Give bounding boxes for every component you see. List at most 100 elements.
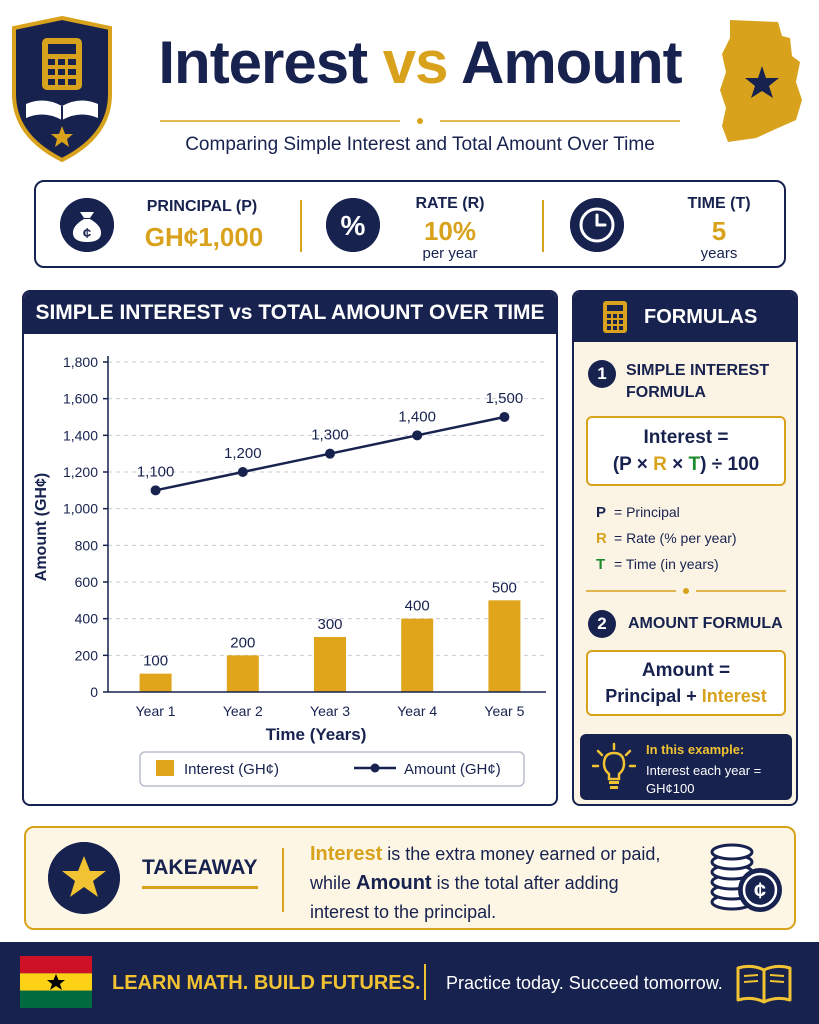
- y-tick-label: 1,800: [63, 354, 98, 370]
- interest-bar-label: 200: [230, 634, 255, 651]
- bar-layer: [139, 600, 521, 692]
- var-p-key: P: [596, 504, 607, 521]
- percent-icon: %: [326, 198, 380, 252]
- coin-symbol: ¢: [754, 878, 766, 903]
- x-tick-label: Year 3: [310, 703, 350, 719]
- interest-bar: [226, 655, 259, 692]
- x-axis-title: Time (Years): [266, 725, 367, 744]
- interest-bar-label: 400: [405, 598, 430, 615]
- calculator-shield-icon: [12, 15, 112, 163]
- formula-1-badge: 1: [588, 360, 616, 388]
- f1-r: R: [653, 454, 667, 475]
- amount-point: [325, 448, 335, 459]
- formula-1-heading-line2: FORMULA: [626, 384, 706, 401]
- interest-bar-label: 500: [492, 579, 517, 596]
- chart-panel: SIMPLE INTEREST vs TOTAL AMOUNT OVER TIM…: [22, 290, 558, 806]
- formula-2-heading: AMOUNT FORMULA: [628, 615, 783, 632]
- formula-1-heading: SIMPLE INTEREST FORMULA: [626, 360, 769, 404]
- takeaway-divider: [282, 848, 284, 912]
- principal-value: GH¢1,000: [144, 222, 264, 252]
- chart-canvas: 100 200 300 400 500 1,100 1,200 1,300 1,400 1,500…: [33, 354, 546, 787]
- coins-icon: ¢: [710, 843, 782, 912]
- title-divider: [160, 118, 680, 124]
- var-p-text: = Principal: [614, 504, 680, 520]
- label-layer: 100 200 300 400 500 1,100 1,200 1,300 1,400 1,500: [137, 390, 523, 670]
- title-vs: vs: [382, 29, 449, 96]
- page-title: Interest vs Amount: [120, 28, 720, 97]
- x-tick-label: Year 4: [397, 703, 437, 719]
- example-text: Interest each year = GH¢100: [646, 762, 788, 798]
- open-book-icon: [736, 964, 792, 1004]
- x-tick-label: Year 2: [223, 703, 263, 719]
- example-heading: In this example:: [646, 742, 745, 757]
- amount-point-label: 1,300: [311, 427, 349, 444]
- y-axis-title: Amount (GH¢): [33, 473, 50, 581]
- y-tick-label: 1,200: [63, 464, 98, 480]
- footer: LEARN MATH. BUILD FUTURES. Practice toda…: [0, 942, 819, 1024]
- amount-point-label: 1,500: [486, 390, 524, 407]
- formula-2-badge: 2: [588, 610, 616, 638]
- ghana-map-icon: [720, 20, 802, 142]
- var-r-text: = Rate (% per year): [614, 530, 737, 546]
- time-unit: years: [700, 245, 738, 262]
- amount-point: [237, 467, 248, 477]
- interest-bar: [488, 600, 521, 692]
- var-r-key: R: [596, 530, 607, 547]
- chart-legend: Interest (GH¢) Amount (GH¢): [139, 751, 525, 787]
- formula-2-line1: Amount =: [641, 660, 731, 681]
- lightbulb-icon: [592, 742, 636, 789]
- rate-item: % RATE (R) 10% per year: [302, 182, 542, 266]
- money-bag-symbol: ¢: [83, 225, 91, 242]
- variable-r-row: R = Rate (% per year): [596, 530, 737, 547]
- info-divider: [542, 200, 544, 252]
- formula-1-heading-line1: SIMPLE INTEREST: [626, 362, 770, 379]
- principal-label: PRINCIPAL (P): [146, 198, 258, 215]
- x-tick-label: Year 5: [484, 703, 524, 719]
- legend-swatch-interest: [156, 760, 174, 776]
- takeaway-kw-interest: Interest: [310, 843, 383, 865]
- interest-bar-label: 100: [143, 653, 168, 670]
- interest-bar: [139, 673, 172, 692]
- takeaway-kw-amount: Amount: [356, 872, 432, 894]
- f2-principal: Principal: [605, 686, 682, 706]
- legend-swatch-amount-dot: [370, 763, 380, 773]
- example-line1: Interest each year =: [646, 763, 762, 778]
- legend-label-amount: Amount (GH¢): [404, 761, 501, 778]
- rate-value: 10%: [423, 216, 477, 246]
- y-tick-label: 1,600: [63, 391, 98, 407]
- formulas-divider: [586, 588, 786, 594]
- amount-point-label: 1,100: [137, 463, 175, 480]
- f1-t: T: [688, 454, 701, 475]
- calculator-icon: [603, 301, 627, 333]
- y-tick-label: 400: [75, 611, 99, 627]
- amount-point: [412, 430, 423, 441]
- y-tick-label: 1,000: [63, 501, 98, 517]
- amount-point: [499, 412, 510, 422]
- takeaway-text1: is the extra money earned or paid,: [382, 844, 661, 864]
- formula-1-line2: (P × R × T) ÷ 100: [588, 454, 784, 476]
- takeaway-text4: interest to the principal.: [310, 902, 497, 922]
- chart-title: SIMPLE INTEREST vs TOTAL AMOUNT OVER TIM…: [24, 292, 556, 334]
- takeaway-underline: [142, 886, 258, 889]
- f1-p: P: [619, 454, 632, 475]
- rate-unit: per year: [422, 245, 478, 262]
- ghana-flag-icon: [20, 956, 92, 1008]
- takeaway-title: TAKEAWAY: [142, 856, 258, 879]
- formulas-header: FORMULAS: [574, 292, 796, 342]
- example-box: In this example: Interest each year = GH…: [580, 734, 792, 800]
- parameters-card: ¢ PRINCIPAL (P) GH¢1,000 % RATE (R) 10% …: [34, 180, 786, 268]
- principal-item: ¢ PRINCIPAL (P) GH¢1,000: [36, 182, 298, 266]
- f2-plus: +: [681, 686, 702, 706]
- interest-bar-label: 300: [317, 616, 342, 633]
- var-t-text: = Time (in years): [614, 556, 719, 572]
- interest-bar: [314, 637, 346, 692]
- takeaway-text: Interest is the extra money earned or pa…: [310, 840, 700, 927]
- takeaway-text3: is the total after adding: [431, 873, 619, 893]
- f1-close: ) ÷ 100: [700, 454, 760, 475]
- y-tick-label: 0: [90, 684, 98, 700]
- var-t-key: T: [596, 556, 606, 573]
- takeaway-card: TAKEAWAY Interest is the extra money ear…: [24, 826, 796, 930]
- example-line2: GH¢100: [646, 781, 695, 796]
- formulas-title: FORMULAS: [644, 306, 758, 328]
- legend-frame: [139, 751, 525, 787]
